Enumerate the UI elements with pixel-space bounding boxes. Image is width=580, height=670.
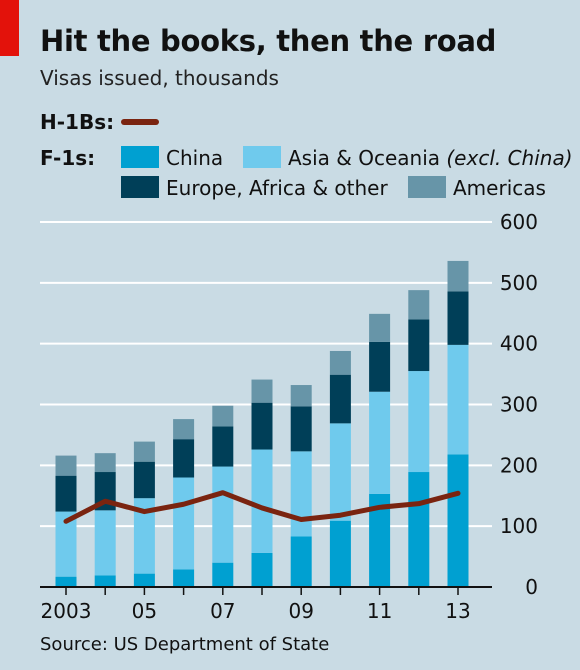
- bar-europe-2003: [55, 475, 77, 512]
- legend-f1-heading: F-1s:: [40, 146, 96, 170]
- bar-asia-2012: [408, 371, 430, 473]
- bar-europe-2006: [173, 439, 195, 478]
- bar-china-2005: [133, 573, 155, 587]
- bar-china-2004: [94, 575, 116, 587]
- bar-europe-2013: [447, 291, 469, 345]
- bar-europe-2011: [369, 341, 391, 392]
- chart-source: Source: US Department of State: [40, 634, 330, 655]
- y-tick-label-100: 100: [500, 514, 538, 538]
- x-tick-label-11: 11: [367, 599, 392, 623]
- legend-h1b-line: [121, 119, 159, 125]
- bar-americas-2004: [94, 453, 116, 473]
- legend-china-swatch: [121, 146, 159, 168]
- chart-subtitle: Visas issued, thousands: [40, 66, 279, 90]
- legend-asia-excl: (excl. China): [446, 146, 573, 170]
- bar-china-2008: [251, 552, 273, 587]
- bar-asia-2011: [369, 391, 391, 494]
- x-tick-label-09: 09: [288, 599, 313, 623]
- bar-asia-2008: [251, 449, 273, 553]
- bar-china-2003: [55, 576, 77, 587]
- bar-europe-2008: [251, 402, 273, 450]
- bar-europe-2007: [212, 426, 234, 467]
- y-tick-label-400: 400: [500, 332, 538, 356]
- bar-china-2007: [212, 562, 234, 587]
- legend-china-label: China: [166, 146, 224, 170]
- bar-china-2009: [290, 536, 312, 587]
- y-tick-label-200: 200: [500, 453, 538, 477]
- bar-china-2011: [369, 493, 391, 587]
- legend-h1b-heading: H-1Bs:: [40, 110, 115, 134]
- legend-asia-text: Asia & Oceania: [288, 146, 441, 170]
- bar-asia-2013: [447, 344, 469, 455]
- legend-asia-swatch: [243, 146, 281, 168]
- bar-asia-2003: [55, 511, 77, 577]
- legend-americas-swatch: [408, 176, 446, 198]
- bar-china-2013: [447, 454, 469, 587]
- bar-asia-2004: [94, 510, 116, 576]
- bar-china-2010: [329, 520, 351, 587]
- h1b-line: [63, 490, 461, 524]
- bar-americas-2011: [369, 313, 391, 342]
- legend-europe-swatch: [121, 176, 159, 198]
- bar-americas-2007: [212, 405, 234, 427]
- accent-tab: [0, 0, 19, 56]
- x-tick-label-07: 07: [210, 599, 235, 623]
- y-tick-label-300: 300: [500, 393, 538, 417]
- x-tick-label-2003: 2003: [41, 599, 92, 623]
- x-tick-label-05: 05: [132, 599, 157, 623]
- bar-americas-2006: [173, 419, 195, 440]
- bar-europe-2012: [408, 319, 430, 372]
- x-tick-label-13: 13: [445, 599, 470, 623]
- bar-americas-2009: [290, 385, 312, 407]
- y-tick-label-600: 600: [500, 210, 538, 234]
- bar-europe-2010: [329, 374, 351, 424]
- bar-americas-2003: [55, 455, 77, 476]
- bar-china-2006: [173, 569, 195, 587]
- y-tick-label-500: 500: [500, 271, 538, 295]
- bar-americas-2012: [408, 290, 430, 320]
- chart-title: Hit the books, then the road: [40, 24, 497, 58]
- bar-americas-2013: [447, 260, 469, 292]
- bar-americas-2005: [133, 441, 155, 462]
- bar-asia-2007: [212, 466, 234, 563]
- bar-asia-2009: [290, 451, 312, 537]
- legend-asia-label: Asia & Oceania (excl. China): [288, 146, 573, 170]
- bar-europe-2005: [133, 461, 155, 499]
- legend-americas-label: Americas: [453, 176, 546, 200]
- bar-asia-2005: [133, 498, 155, 574]
- bar-china-2012: [408, 472, 430, 587]
- legend-europe-label: Europe, Africa & other: [166, 176, 388, 200]
- bar-americas-2008: [251, 379, 273, 403]
- bar-americas-2010: [329, 350, 351, 375]
- bar-europe-2009: [290, 406, 312, 452]
- bar-asia-2010: [329, 423, 351, 521]
- y-tick-label-0: 0: [525, 575, 538, 599]
- bar-asia-2006: [173, 477, 195, 570]
